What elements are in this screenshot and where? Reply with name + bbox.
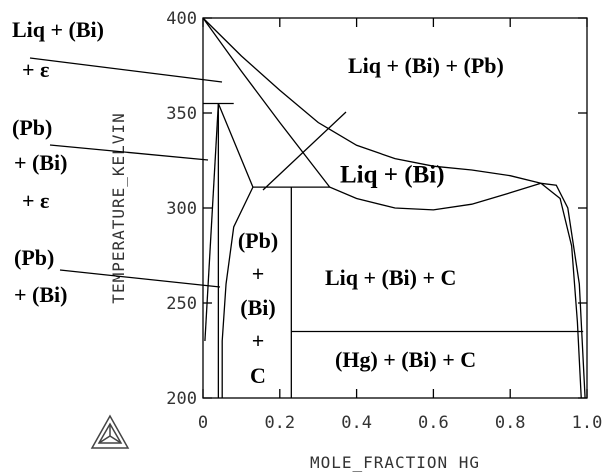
- leader-line: [29, 57, 223, 83]
- x-tick-label: 0.6: [418, 413, 449, 433]
- phase-boundary: [202, 17, 542, 211]
- region-label: Liq + (Bi): [340, 162, 445, 189]
- region-label: C: [250, 363, 266, 388]
- y-tick-label: 300: [166, 199, 197, 219]
- x-axis-label: MOLE_FRACTION HG: [310, 453, 480, 472]
- region-label: (Pb): [14, 245, 54, 270]
- leader-line: [262, 111, 347, 191]
- logo-triangle: [90, 414, 130, 449]
- logo-line: [109, 435, 122, 444]
- phase-boundary: [202, 17, 542, 184]
- region-label: (Bi): [240, 295, 275, 320]
- region-label: Liq + (Bi): [12, 17, 104, 42]
- y-axis-label: TEMPERATURE_KELVIN: [109, 112, 128, 303]
- region-label: +: [252, 328, 265, 353]
- x-tick-label: 1.0: [572, 413, 603, 433]
- region-label: Liq + (Bi) + C: [325, 265, 456, 290]
- phase-boundary: [540, 182, 582, 399]
- y-tick-label: 350: [166, 104, 197, 124]
- logo-triangle-inner: [97, 422, 123, 444]
- phase-boundary: [221, 186, 254, 398]
- leader-lines: [29, 57, 347, 288]
- region-label: +: [252, 261, 265, 286]
- region-label: + ε: [22, 188, 49, 213]
- y-tick-label: 400: [166, 9, 197, 29]
- region-label: Liq + (Bi) + (Pb): [348, 53, 504, 78]
- y-tick-label: 250: [166, 294, 197, 314]
- region-label: + (Bi): [14, 282, 67, 307]
- y-tick-label: 200: [166, 389, 197, 409]
- logo: [90, 414, 130, 449]
- region-label: (Hg) + (Bi) + C: [335, 347, 476, 372]
- leader-line: [49, 144, 209, 161]
- x-tick-label: 0.8: [495, 413, 526, 433]
- phase-boundary: [217, 103, 254, 188]
- phase-boundary: [204, 103, 220, 342]
- x-tick-label: 0: [198, 413, 208, 433]
- region-label: + ε: [22, 57, 49, 82]
- logo-line: [98, 435, 111, 444]
- leader-line: [59, 269, 221, 288]
- x-tick-label: 0.4: [341, 413, 372, 433]
- x-tick-label: 0.2: [264, 413, 295, 433]
- region-label: (Pb): [238, 228, 278, 253]
- phase-boundary: [540, 182, 586, 399]
- region-label: (Pb): [12, 115, 52, 140]
- region-label: + (Bi): [14, 150, 67, 175]
